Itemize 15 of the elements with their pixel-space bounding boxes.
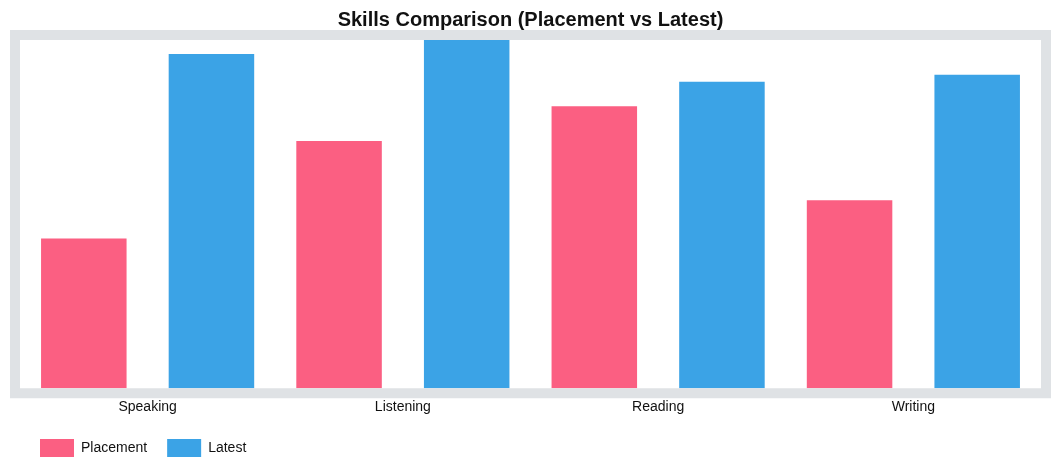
legend-label: Latest [208, 438, 247, 455]
legend-label: Placement [81, 438, 148, 455]
bar [934, 74, 1020, 389]
x-tick-label: Listening [374, 398, 431, 415]
bar [41, 238, 127, 389]
bar [168, 53, 255, 389]
chart-title: Skills Comparison (Placement vs Latest) [337, 7, 724, 30]
bar [296, 140, 382, 389]
bar [679, 81, 765, 389]
bar [551, 106, 638, 389]
bar [423, 40, 510, 389]
x-tick-label: Speaking [118, 398, 177, 415]
x-tick-label: Reading [632, 398, 685, 415]
x-tick-label: Writing [891, 398, 936, 415]
bar [806, 200, 893, 389]
